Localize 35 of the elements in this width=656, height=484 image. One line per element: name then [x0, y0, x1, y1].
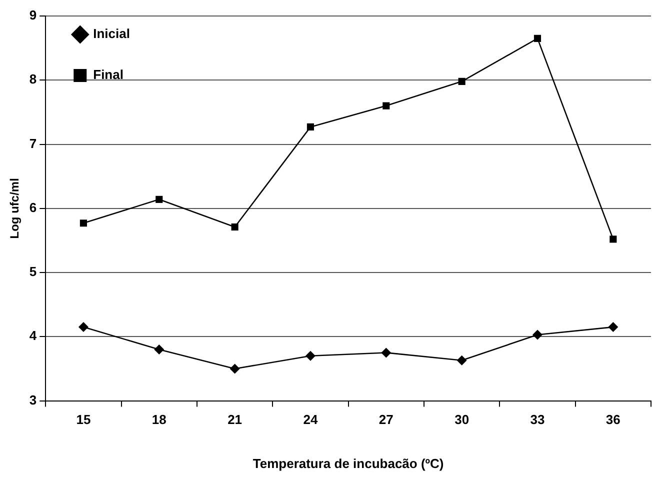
- legend-label: Final: [93, 67, 124, 82]
- point: [306, 123, 314, 130]
- point: [381, 348, 392, 358]
- y-tick-label: 5: [29, 264, 37, 280]
- point: [78, 322, 88, 332]
- point: [608, 322, 618, 332]
- x-tick-label: 18: [152, 412, 166, 428]
- point: [154, 344, 164, 354]
- y-tick-label: 9: [29, 8, 37, 23]
- point: [610, 236, 617, 243]
- y-tick-label: 6: [29, 200, 37, 215]
- point: [231, 223, 238, 231]
- x-tick-label: 33: [530, 412, 545, 428]
- x-tick-label: 36: [606, 412, 620, 428]
- point: [382, 102, 390, 110]
- point: [156, 196, 163, 203]
- x-tick-label: 30: [454, 412, 470, 428]
- x-tick-label: 27: [378, 412, 394, 428]
- point: [456, 355, 467, 366]
- x-tick-label: 24: [303, 412, 318, 428]
- point: [80, 220, 87, 227]
- point: [532, 330, 542, 340]
- x-tick-label: 15: [76, 412, 91, 428]
- y-tick-label: 8: [29, 72, 37, 87]
- x-axis-title: Temperatura de incubacão (ºC): [252, 456, 444, 471]
- y-tick-label: 7: [29, 136, 37, 151]
- point: [458, 78, 466, 85]
- x-tick-label: 21: [228, 412, 242, 428]
- y-tick-label: 3: [29, 392, 37, 408]
- point: [305, 350, 316, 361]
- point: [230, 364, 240, 374]
- y-axis-title: Log ufc/ml: [8, 178, 22, 239]
- legend-label: Inicial: [93, 26, 130, 42]
- point: [534, 34, 542, 42]
- y-tick-label: 4: [29, 328, 38, 344]
